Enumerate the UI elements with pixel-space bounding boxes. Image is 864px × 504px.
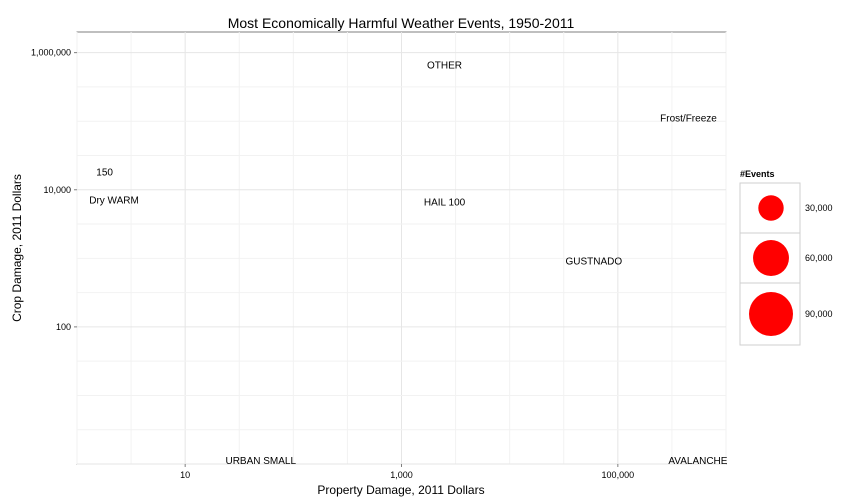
point-label: HAIL 100 bbox=[424, 198, 466, 209]
y-axis-title: Crop Damage, 2011 Dollars bbox=[10, 174, 24, 322]
y-tick-label: 10,000 bbox=[43, 185, 71, 195]
x-tick-label: 100,000 bbox=[602, 470, 635, 480]
legend-circle bbox=[758, 195, 784, 221]
point-label: Dry WARM bbox=[89, 195, 139, 206]
x-tick-label: 1,000 bbox=[390, 470, 413, 480]
legend-label: 90,000 bbox=[805, 309, 833, 319]
y-tick-label: 1,000,000 bbox=[31, 48, 71, 58]
legend-circle bbox=[753, 240, 789, 276]
chart-title: Most Economically Harmful Weather Events… bbox=[228, 15, 575, 31]
legend-title: #Events bbox=[740, 169, 775, 179]
point-label: AVALANCHE bbox=[668, 456, 727, 467]
x-axis-title: Property Damage, 2011 Dollars bbox=[317, 483, 484, 497]
x-axis-ticks: 10 1,000 100,000 bbox=[180, 464, 634, 480]
legend: #Events 30,000 60,000 90,000 bbox=[739, 169, 833, 346]
point-label: Frost/Freeze bbox=[660, 113, 717, 124]
legend-label: 60,000 bbox=[805, 253, 833, 263]
y-axis-ticks: 100 10,000 1,000,000 bbox=[31, 48, 77, 332]
legend-label: 30,000 bbox=[805, 203, 833, 213]
point-label: URBAN SMALL bbox=[225, 456, 296, 467]
point-label: 150 bbox=[96, 167, 113, 178]
data-points: OTHER Frost/Freeze 150 Dry WARM HAIL 100 GUST… bbox=[89, 60, 728, 467]
point-label: GUSTNADO bbox=[566, 256, 623, 267]
legend-circle bbox=[749, 292, 793, 336]
legend-entries: 30,000 60,000 90,000 bbox=[739, 182, 833, 346]
point-label: OTHER bbox=[427, 60, 462, 71]
x-tick-label: 10 bbox=[180, 470, 190, 480]
y-tick-label: 100 bbox=[56, 322, 71, 332]
